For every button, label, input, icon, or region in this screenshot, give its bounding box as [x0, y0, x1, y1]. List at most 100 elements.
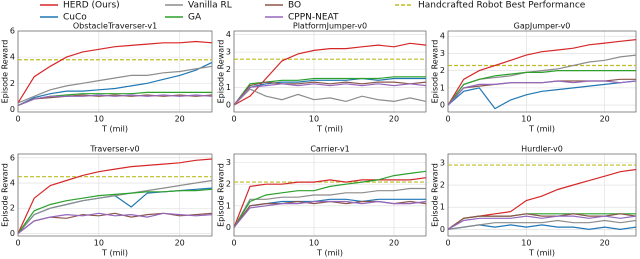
series-line — [447, 219, 637, 230]
legend-label: BO — [288, 1, 301, 11]
y-axis-label: Episode Reward — [1, 40, 10, 104]
series-line — [233, 77, 426, 106]
x-tick-label: 10 — [94, 115, 104, 124]
x-tick-label: 0 — [15, 239, 20, 248]
series-line — [233, 170, 427, 228]
y-tick-label: 1 — [440, 83, 445, 92]
x-tick-label: 0 — [15, 115, 20, 124]
series-line — [17, 65, 213, 104]
y-tick-label: 2 — [226, 180, 231, 189]
y-tick-label: 2 — [10, 79, 15, 88]
chart-title: PlatformJumper-v0 — [293, 22, 367, 31]
series-line — [447, 80, 637, 106]
x-axis-label: T (mil) — [316, 249, 343, 258]
plot-frame — [447, 30, 637, 113]
series-line — [17, 94, 213, 107]
x-tick-label: 20 — [600, 115, 610, 124]
y-tick-label: 2 — [226, 65, 231, 74]
x-tick-label: 20 — [175, 239, 185, 248]
y-tick-label: 0 — [226, 223, 231, 232]
x-tick-label: 0 — [231, 115, 236, 124]
x-tick-label: 20 — [389, 115, 399, 124]
y-axis-label: Episode Reward — [1, 163, 10, 227]
x-axis-label: T (mil) — [101, 125, 128, 134]
y-tick-label: 1 — [440, 203, 445, 212]
series-line — [447, 39, 637, 106]
y-tick-label: 3 — [226, 48, 231, 57]
y-tick-label: 0 — [10, 105, 15, 114]
legend-label: Vanilla RL — [188, 1, 232, 11]
y-tick-label: 6 — [10, 153, 15, 162]
series-line — [447, 80, 637, 110]
series-line — [233, 83, 427, 106]
y-tick-label: 0 — [440, 225, 445, 234]
y-tick-label: 4 — [10, 179, 15, 188]
series-line — [233, 88, 427, 106]
y-tick-label: 3 — [440, 49, 445, 58]
x-tick-label: 10 — [521, 239, 531, 248]
x-tick-label: 20 — [175, 115, 185, 124]
y-tick-label: 6 — [10, 27, 15, 36]
chart-title: Traverser-v0 — [89, 145, 139, 154]
x-tick-label: 0 — [445, 115, 450, 124]
y-axis-label: Episode Reward — [217, 163, 226, 227]
y-tick-label: 0 — [226, 100, 231, 109]
series-line — [17, 188, 213, 234]
series-line — [17, 40, 213, 104]
legend-label: GA — [188, 13, 202, 23]
y-axis-label: Episode Reward — [431, 40, 440, 104]
plot-frame — [233, 153, 427, 237]
series-line — [233, 187, 426, 228]
series-line — [17, 61, 213, 107]
y-tick-label: 4 — [10, 53, 15, 62]
y-tick-label: 3 — [226, 158, 231, 167]
x-tick-label: 10 — [309, 115, 319, 124]
y-tick-label: 3 — [440, 158, 445, 167]
x-axis-label: T (mil) — [528, 125, 555, 134]
series-line — [447, 215, 637, 230]
y-tick-label: 0 — [10, 229, 15, 238]
chart-title: GapJumper-v0 — [514, 22, 571, 31]
series-line — [233, 42, 427, 106]
y-tick-label: 2 — [10, 204, 15, 213]
series-line — [17, 179, 213, 234]
x-axis-label: T (mil) — [101, 249, 128, 258]
x-tick-label: 10 — [94, 239, 104, 248]
legend-label: CuCo — [63, 13, 87, 23]
x-axis-label: T (mil) — [316, 125, 343, 134]
series-line — [17, 94, 213, 107]
x-tick-label: 10 — [309, 239, 319, 248]
y-tick-label: 1 — [226, 201, 231, 210]
x-tick-label: 20 — [600, 239, 610, 248]
plot-frame — [17, 153, 213, 237]
series-line — [233, 200, 427, 228]
chart-title: ObstacleTraverser-v1 — [73, 22, 157, 31]
legend-label: Handcrafted Robot Best Performance — [418, 1, 586, 11]
series-line — [17, 212, 213, 234]
y-tick-label: 1 — [226, 83, 231, 92]
series-line — [233, 200, 427, 228]
plot-frame — [447, 153, 637, 237]
y-axis-label: Episode Reward — [217, 40, 226, 104]
chart-title: Carrier-v1 — [310, 145, 349, 154]
x-tick-label: 0 — [231, 239, 236, 248]
series-line — [233, 81, 427, 106]
legend-label: CPPN-NEAT — [288, 13, 339, 23]
y-tick-label: 4 — [440, 32, 445, 41]
legend-label: HERD (Ours) — [63, 1, 120, 11]
series-line — [447, 70, 636, 106]
series-line — [233, 177, 427, 228]
y-tick-label: 4 — [226, 30, 231, 39]
x-tick-label: 10 — [521, 115, 531, 124]
y-tick-label: 2 — [440, 181, 445, 190]
x-axis-label: T (mil) — [528, 249, 555, 258]
chart-title: Hurdler-v0 — [521, 145, 563, 154]
y-tick-label: 0 — [440, 101, 445, 110]
x-tick-label: 0 — [445, 239, 450, 248]
plot-frame — [233, 30, 427, 113]
x-tick-label: 20 — [389, 239, 399, 248]
plot-frame — [17, 30, 213, 113]
y-tick-label: 2 — [440, 66, 445, 75]
y-axis-label: Episode Reward — [431, 163, 440, 227]
